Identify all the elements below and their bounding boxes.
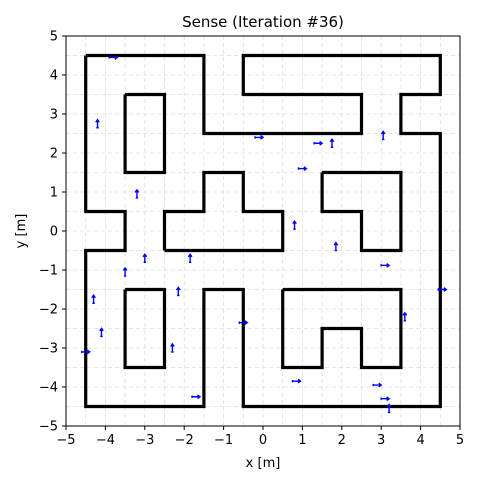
particle-arrow: [291, 378, 302, 384]
maze-wall: [162, 170, 285, 253]
x-tick-label: 0: [259, 433, 267, 448]
particle-marker: [99, 327, 104, 338]
particle-arrow: [108, 55, 119, 60]
particle-marker: [386, 403, 392, 414]
particle-arrow: [386, 403, 392, 414]
y-tick-label: −2: [39, 303, 58, 318]
particle-marker: [380, 396, 391, 402]
particle-marker: [372, 382, 383, 388]
particle-marker: [292, 219, 297, 230]
maze-wall: [281, 287, 403, 370]
particle-marker: [254, 135, 265, 140]
x-axis-label: x [m]: [246, 456, 281, 471]
particle-marker: [170, 342, 175, 353]
particle-marker: [329, 138, 335, 148]
particle-arrow: [134, 188, 140, 199]
particle-arrow: [95, 118, 100, 129]
x-tick-label: −3: [135, 433, 154, 448]
particle-arrow: [187, 253, 193, 263]
particle-marker: [238, 320, 249, 326]
x-tick-label: −1: [214, 433, 233, 448]
particle-marker: [437, 287, 448, 292]
y-tick-label: 2: [50, 147, 58, 162]
x-tick-label: −5: [56, 433, 75, 448]
maze-walls: [84, 53, 442, 409]
particle-arrow: [80, 349, 91, 355]
particle-marker: [297, 166, 308, 171]
x-tick-label: 3: [377, 433, 385, 448]
particle-arrow: [142, 253, 148, 263]
particle-arrow: [99, 327, 104, 338]
maze-wall: [84, 53, 442, 409]
particle-arrow: [191, 394, 202, 400]
particle-marker: [380, 130, 386, 141]
particle-marker: [291, 378, 302, 384]
y-tick-label: −4: [39, 381, 58, 396]
y-tick-label: 1: [50, 186, 58, 201]
particle-arrow: [380, 396, 391, 402]
y-tick-label: 5: [50, 30, 58, 45]
particle-marker: [187, 253, 193, 263]
particle-arrow: [122, 266, 128, 277]
x-tick-label: 1: [298, 433, 306, 448]
x-tick-label: 2: [338, 433, 346, 448]
particle-marker: [380, 262, 391, 268]
y-axis-label: y [m]: [14, 214, 29, 249]
particle-marker: [313, 140, 324, 146]
x-tick-label: 5: [456, 433, 464, 448]
particle-arrow: [372, 382, 383, 388]
axis-ticks: −5 −4 −3 −2 −1 0 1 2 3 4 5 −5 −4 −3 −2 −1 0 1 2 3 4 5: [39, 30, 464, 449]
particle-marker: [80, 349, 91, 355]
particles: [80, 55, 448, 414]
particle-marker: [134, 188, 140, 199]
particle-arrow: [380, 262, 391, 268]
x-tick-label: −4: [96, 433, 115, 448]
y-tick-label: 3: [50, 108, 58, 123]
chart-title: Sense (Iteration #36): [182, 13, 344, 31]
particle-arrow: [297, 166, 308, 171]
particle-arrow: [437, 287, 448, 292]
particle-arrow: [238, 320, 249, 326]
y-tick-label: 4: [50, 69, 58, 84]
particle-arrow: [292, 219, 297, 230]
x-tick-label: −2: [175, 433, 194, 448]
particle-arrow: [170, 342, 175, 353]
maze-wall: [123, 92, 167, 175]
particle-marker: [142, 253, 148, 263]
y-tick-label: −3: [39, 342, 58, 357]
particle-marker: [91, 294, 96, 304]
y-tick-label: 0: [50, 225, 58, 240]
particle-marker: [402, 311, 408, 322]
particle-arrow: [91, 294, 96, 304]
x-tick-label: 4: [416, 433, 424, 448]
particle-arrow: [329, 138, 335, 148]
particle-arrow: [333, 241, 339, 252]
y-tick-label: −5: [39, 420, 58, 435]
particle-arrow: [402, 311, 408, 322]
maze-wall: [320, 170, 403, 253]
particle-marker: [108, 55, 119, 60]
y-tick-label: −1: [39, 264, 58, 279]
maze-wall: [123, 287, 167, 370]
particle-arrow: [313, 140, 324, 146]
particle-marker: [175, 286, 181, 297]
particle-marker: [191, 394, 202, 400]
particle-arrow: [254, 135, 265, 140]
particle-marker: [333, 241, 339, 252]
particle-marker: [122, 266, 128, 277]
particle-arrow: [175, 286, 181, 297]
particle-arrow: [380, 130, 386, 141]
particle-marker: [95, 118, 100, 129]
